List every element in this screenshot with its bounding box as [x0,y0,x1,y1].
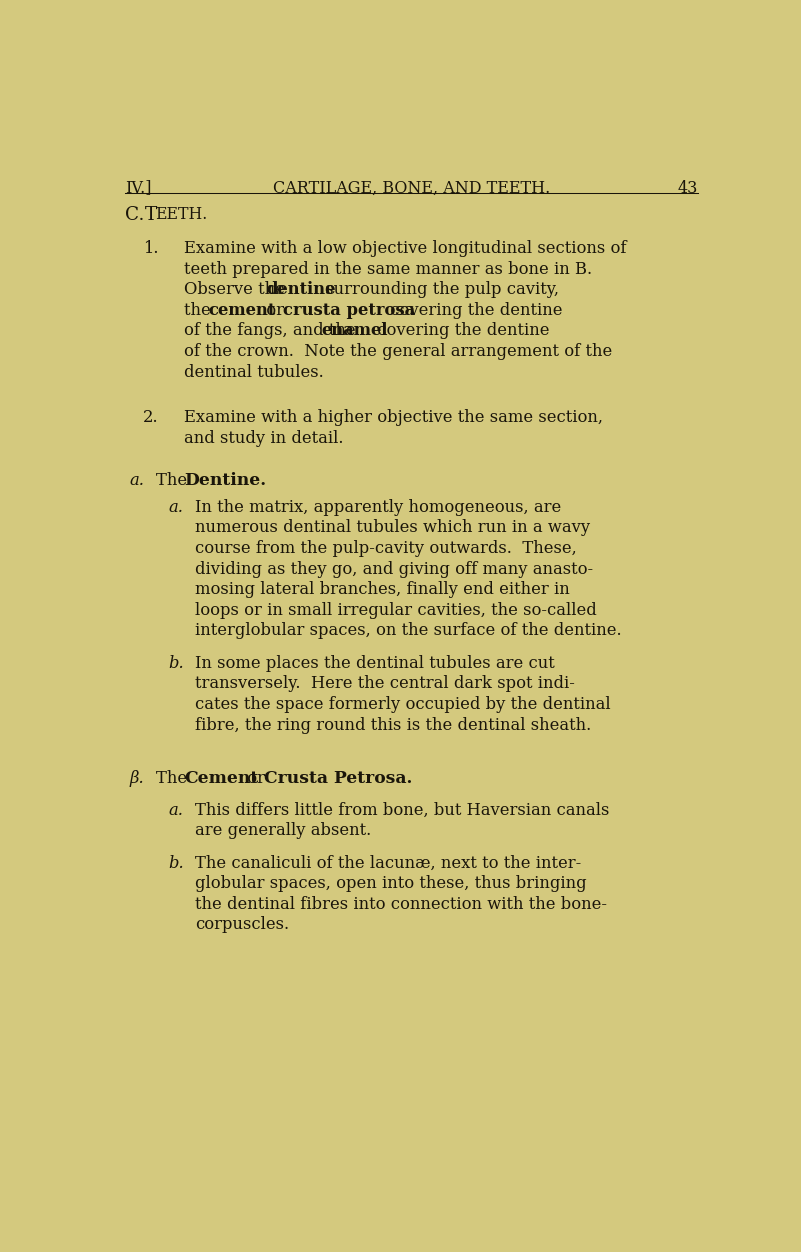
Text: are generally absent.: are generally absent. [195,823,371,839]
Text: The canaliculi of the lacunæ, next to the inter-: The canaliculi of the lacunæ, next to th… [195,855,581,871]
Text: a.: a. [168,498,183,516]
Text: This differs little from bone, but Haversian canals: This differs little from bone, but Haver… [195,801,609,819]
Text: the: the [183,302,215,319]
Text: β.: β. [130,770,144,786]
Text: fibre, the ring round this is the dentinal sheath.: fibre, the ring round this is the dentin… [195,716,591,734]
Text: C.: C. [125,205,144,224]
Text: Crusta Petrosa.: Crusta Petrosa. [264,770,412,786]
Text: The: The [156,770,192,786]
Text: T: T [145,205,157,224]
Text: transversely.  Here the central dark spot indi-: transversely. Here the central dark spot… [195,675,574,692]
Text: b.: b. [168,855,184,871]
Text: surrounding the pulp cavity,: surrounding the pulp cavity, [320,282,559,298]
Text: the dentinal fibres into connection with the bone-: the dentinal fibres into connection with… [195,896,606,913]
Text: of the crown.  Note the general arrangement of the: of the crown. Note the general arrangeme… [183,343,612,361]
Text: or: or [261,302,289,319]
Text: numerous dentinal tubules which run in a wavy: numerous dentinal tubules which run in a… [195,520,590,536]
Text: Dentine.: Dentine. [184,472,266,488]
Text: b.: b. [168,655,184,671]
Text: The: The [156,472,192,488]
Text: dentine: dentine [266,282,336,298]
Text: or: or [242,770,270,786]
Text: loops or in small irregular cavities, the so-called: loops or in small irregular cavities, th… [195,602,597,618]
Text: Examine with a low objective longitudinal sections of: Examine with a low objective longitudina… [183,240,626,257]
Text: cates the space formerly occupied by the dentinal: cates the space formerly occupied by the… [195,696,610,712]
Text: globular spaces, open into these, thus bringing: globular spaces, open into these, thus b… [195,875,586,893]
Text: corpuscles.: corpuscles. [195,916,289,934]
Text: mosing lateral branches, finally end either in: mosing lateral branches, finally end eit… [195,581,570,598]
Text: Cement: Cement [184,770,259,786]
Text: 1.: 1. [143,240,159,257]
Text: In the matrix, apparently homogeneous, are: In the matrix, apparently homogeneous, a… [195,498,561,516]
Text: a.: a. [130,472,144,488]
Text: 2.: 2. [143,409,159,426]
Text: dividing as they go, and giving off many anasto-: dividing as they go, and giving off many… [195,561,593,577]
Text: Examine with a higher objective the same section,: Examine with a higher objective the same… [183,409,603,426]
Text: teeth prepared in the same manner as bone in B.: teeth prepared in the same manner as bon… [183,260,592,278]
Text: enamel: enamel [321,323,388,339]
Text: Observe the: Observe the [183,282,290,298]
Text: a.: a. [168,801,183,819]
Text: In some places the dentinal tubules are cut: In some places the dentinal tubules are … [195,655,554,671]
Text: cement: cement [208,302,276,319]
Text: IV.]: IV.] [125,179,151,197]
Text: and study in detail.: and study in detail. [183,429,344,447]
Text: covering the dentine: covering the dentine [372,323,550,339]
Text: CARTILAGE, BONE, AND TEETH.: CARTILAGE, BONE, AND TEETH. [273,179,550,197]
Text: EETH.: EETH. [155,205,207,223]
Text: course from the pulp-cavity outwards.  These,: course from the pulp-cavity outwards. Th… [195,540,577,557]
Text: 43: 43 [678,179,698,197]
Text: dentinal tubules.: dentinal tubules. [183,364,324,381]
Text: of the fangs, and the: of the fangs, and the [183,323,360,339]
Text: crusta petrosa: crusta petrosa [283,302,415,319]
Text: covering the dentine: covering the dentine [385,302,562,319]
Text: interglobular spaces, on the surface of the dentine.: interglobular spaces, on the surface of … [195,622,622,640]
